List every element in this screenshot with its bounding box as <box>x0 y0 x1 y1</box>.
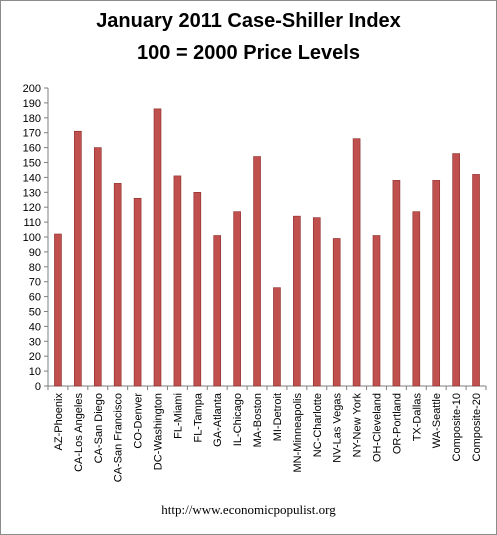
x-tick-label: NV-Las Vegas <box>332 393 344 463</box>
chart-title: January 2011 Case-Shiller Index <box>96 10 401 32</box>
y-tick-label: 60 <box>29 292 41 304</box>
x-tick-label: AZ-Phoenix <box>53 393 65 451</box>
y-tick-label: 160 <box>23 143 41 155</box>
x-tick-label: CA-Los Angeles <box>73 393 85 472</box>
bar <box>372 235 381 387</box>
x-tick-label: WA-Seattle <box>431 393 443 448</box>
bar <box>432 180 441 387</box>
y-tick-label: 80 <box>29 262 41 274</box>
bar <box>452 153 460 387</box>
x-tick-label: GA-Atlanta <box>212 392 224 447</box>
x-tick-label: NC-Charlotte <box>312 393 324 457</box>
bar <box>273 287 281 387</box>
bar <box>332 238 341 387</box>
x-tick-label: MI-Detroit <box>272 393 284 441</box>
bar <box>472 174 480 387</box>
x-tick-label: MN-Minneapolis <box>292 393 304 473</box>
bar <box>352 138 361 387</box>
bar <box>113 183 122 387</box>
bar <box>312 217 321 387</box>
y-tick-label: 190 <box>23 98 41 110</box>
y-tick-label: 170 <box>23 128 41 140</box>
x-tick-label: FL-Miami <box>172 393 184 439</box>
source-url: http://www.economicpopulist.org <box>161 502 336 517</box>
bar <box>253 156 261 387</box>
bar <box>193 192 202 387</box>
bar <box>153 108 162 387</box>
bar <box>54 233 62 387</box>
x-tick-label: OH-Cleveland <box>372 393 384 462</box>
x-tick-labels: AZ-Phoenix CA-Los Angeles CA-San Diego CA-S… <box>53 392 483 482</box>
bar <box>412 211 421 387</box>
x-tick-label: NY-New York <box>352 393 364 458</box>
chart-bars <box>54 108 480 387</box>
x-tick-label: FL-Tampa <box>192 392 204 442</box>
x-tick-label: CA-San Francisco <box>113 393 125 482</box>
x-tick-label: TX-Dallas <box>411 393 423 442</box>
chart-subtitle: 100 = 2000 Price Levels <box>137 42 360 64</box>
bar <box>392 180 401 387</box>
y-tick-label: 120 <box>23 202 41 214</box>
y-tick-label: 180 <box>23 113 41 125</box>
bar <box>93 147 102 387</box>
y-tick-label: 40 <box>29 321 41 333</box>
x-tick-label: Composite-10 <box>451 393 463 461</box>
x-tick-label: Composite-20 <box>471 393 483 461</box>
x-tick-label: CO-Denver <box>133 393 145 449</box>
bar <box>74 130 82 387</box>
bar <box>133 197 142 387</box>
y-tick-label: 200 <box>23 83 41 95</box>
bar <box>173 175 182 387</box>
x-tick-label: IL-Chicago <box>232 393 244 446</box>
bar <box>293 215 301 387</box>
x-tick-label: CA-San Diego <box>93 393 105 463</box>
y-tick-label: 70 <box>29 277 41 289</box>
y-tick-label: 20 <box>29 351 41 363</box>
x-tick-label: DC-Washington <box>153 393 165 470</box>
y-tick-label: 30 <box>29 336 41 348</box>
bar <box>233 211 241 387</box>
y-tick-label: 10 <box>29 366 41 378</box>
x-tick-label: MA-Boston <box>252 393 264 447</box>
y-tick-label: 140 <box>23 172 41 184</box>
y-tick-label: 100 <box>23 232 41 244</box>
y-tick-label: 150 <box>23 158 41 170</box>
y-tick-label: 90 <box>29 247 41 259</box>
y-tick-label: 130 <box>23 187 41 199</box>
chart-axes: 0 10 20 30 40 50 60 70 80 90 100 110 120 130 140 150 160… <box>23 83 487 393</box>
bar <box>213 235 222 387</box>
x-tick-label: OR-Portland <box>391 393 403 454</box>
y-tick-label: 110 <box>23 217 41 229</box>
y-tick-label: 0 <box>35 381 41 393</box>
y-tick-label: 50 <box>29 307 41 319</box>
